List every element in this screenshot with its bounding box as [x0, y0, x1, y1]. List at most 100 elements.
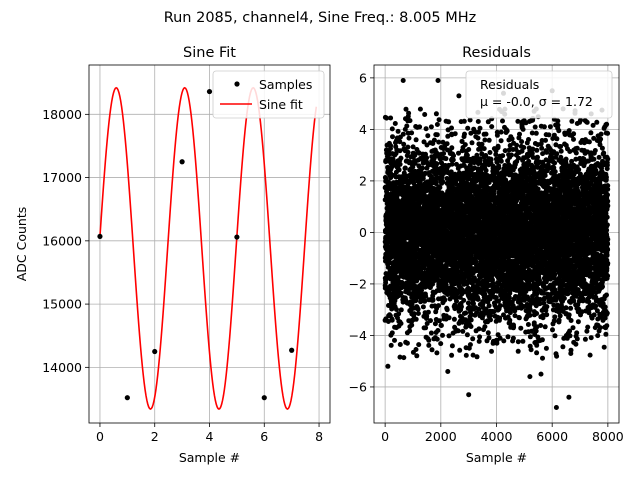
- residual-point: [496, 165, 501, 170]
- y-tick-label: 15000: [42, 297, 82, 312]
- residual-point: [462, 132, 467, 137]
- legend-fit-label: Sine fit: [259, 97, 303, 112]
- residual-point: [434, 111, 439, 116]
- sample-point: [97, 234, 102, 239]
- residual-point: [431, 297, 436, 302]
- residual-point: [486, 330, 491, 335]
- residual-point: [482, 138, 487, 143]
- residual-point: [475, 354, 480, 359]
- residual-point: [506, 334, 511, 339]
- sample-point: [152, 349, 157, 354]
- y-tick-label: 16000: [42, 233, 82, 248]
- sample-point: [207, 89, 212, 94]
- residual-point: [393, 121, 398, 126]
- residual-point: [401, 142, 406, 147]
- residual-point: [414, 353, 419, 358]
- sample-point: [125, 395, 130, 400]
- residual-point: [445, 307, 450, 312]
- residual-point: [464, 353, 469, 358]
- residual-point: [436, 303, 441, 308]
- residual-point: [436, 140, 441, 145]
- residual-point: [482, 324, 487, 329]
- residual-point: [462, 119, 467, 124]
- residual-point: [477, 334, 482, 339]
- residual-point: [480, 142, 485, 147]
- residual-point: [424, 126, 429, 131]
- residual-point: [414, 317, 419, 322]
- residual-point: [496, 144, 501, 149]
- residual-point: [399, 321, 404, 326]
- residual-point: [418, 107, 423, 112]
- residual-point: [519, 139, 524, 144]
- y-tick-label: −6: [349, 379, 367, 394]
- residual-point: [392, 338, 397, 343]
- residual-point: [447, 333, 452, 338]
- sample-point: [262, 395, 267, 400]
- residual-point: [399, 291, 404, 296]
- x-tick-label: 0: [96, 429, 104, 444]
- legend-samples-marker: [234, 81, 239, 86]
- residual-point: [511, 336, 516, 341]
- y-tick-label: 0: [359, 225, 367, 240]
- sine-fit-gridlines: [89, 65, 330, 423]
- residual-point: [501, 338, 506, 343]
- residual-point: [488, 150, 493, 155]
- sine-fit-marks: [97, 88, 316, 409]
- residual-point: [416, 311, 421, 316]
- residual-point: [396, 129, 401, 134]
- residual-point: [516, 339, 521, 344]
- residual-point: [487, 303, 492, 308]
- residual-point: [476, 136, 481, 141]
- residual-point: [516, 349, 521, 354]
- residual-point: [488, 317, 493, 322]
- residual-point: [499, 138, 504, 143]
- residual-point: [435, 337, 440, 342]
- residual-point: [417, 124, 422, 129]
- residual-point: [403, 166, 408, 171]
- residual-point: [447, 315, 452, 320]
- residual-point: [401, 355, 406, 360]
- residual-point: [465, 332, 470, 337]
- x-tick-label: 6: [260, 429, 268, 444]
- residual-point: [444, 156, 449, 161]
- residual-point: [409, 323, 414, 328]
- sample-point: [180, 159, 185, 164]
- residual-point: [425, 133, 430, 138]
- x-tick-label: 2: [151, 429, 159, 444]
- residual-point: [394, 307, 399, 312]
- residual-point: [465, 126, 470, 131]
- residual-point: [503, 148, 508, 153]
- residual-point: [416, 342, 421, 347]
- residual-point: [390, 318, 395, 323]
- residual-point: [429, 124, 434, 129]
- sample-point: [289, 348, 294, 353]
- residual-point: [466, 147, 471, 152]
- residual-point: [406, 111, 411, 116]
- residual-point: [398, 162, 403, 167]
- residual-point: [430, 347, 435, 352]
- residual-point: [510, 136, 515, 141]
- residual-point: [409, 130, 414, 135]
- residual-point: [420, 166, 425, 171]
- residual-point: [434, 161, 439, 166]
- residual-point: [438, 341, 443, 346]
- y-tick-label: 14000: [42, 360, 82, 375]
- residual-point: [478, 126, 483, 131]
- residual-point: [514, 143, 519, 148]
- residual-point: [468, 342, 473, 347]
- residual-point: [499, 159, 504, 164]
- residual-point: [422, 112, 427, 117]
- residual-point: [517, 132, 522, 137]
- x-tick-label: 2000: [425, 429, 457, 444]
- figure-title: Run 2085, channel4, Sine Freq.: 8.005 MH…: [164, 10, 477, 26]
- residual-point: [437, 318, 442, 323]
- residual-point: [423, 325, 428, 330]
- x-tick-label: 8: [315, 429, 323, 444]
- y-tick-label: 6: [359, 70, 367, 85]
- residual-point: [449, 353, 454, 358]
- residual-point: [460, 329, 465, 334]
- residual-point: [426, 343, 431, 348]
- residual-point: [445, 141, 450, 146]
